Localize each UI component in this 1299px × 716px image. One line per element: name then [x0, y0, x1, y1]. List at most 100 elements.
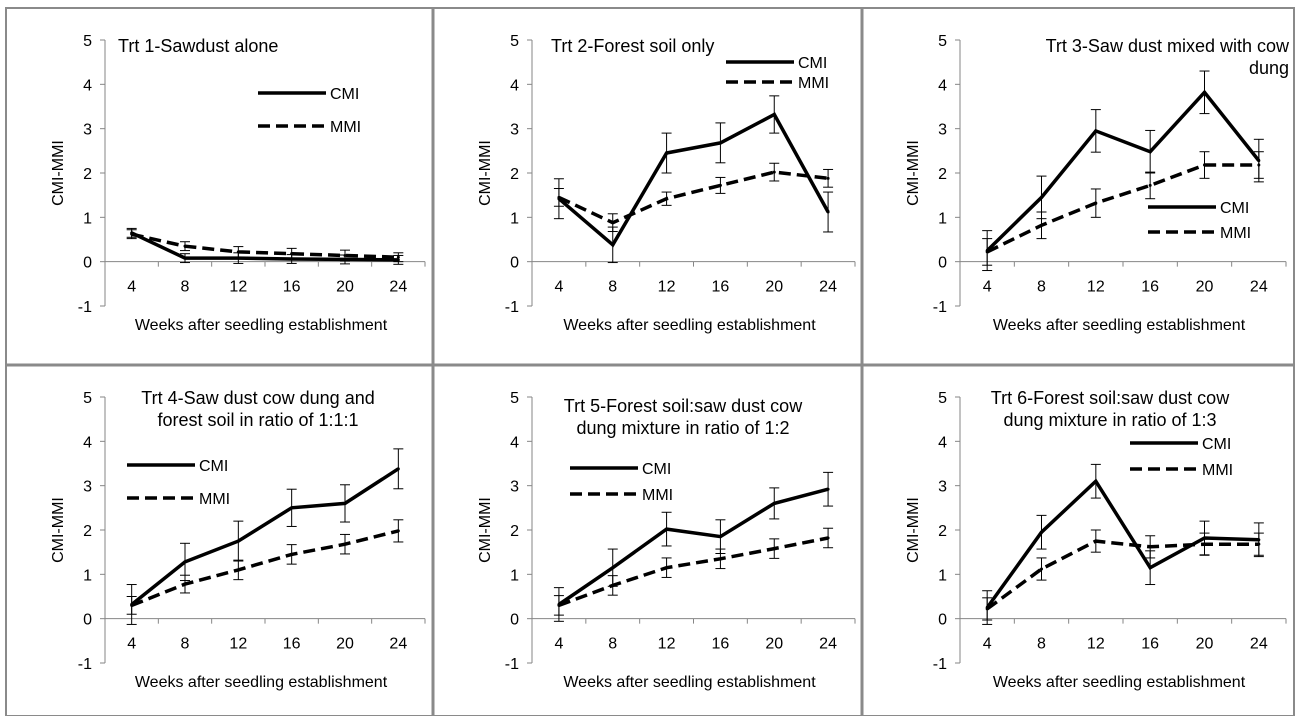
data-point: [290, 552, 294, 556]
y-tick-label: 5: [510, 33, 519, 50]
series-mmi: [553, 527, 834, 616]
x-tick-label: 8: [181, 279, 190, 296]
x-tick-label: 12: [1087, 279, 1105, 296]
legend-label-cmi: CMI: [199, 458, 228, 475]
legend-label-mmi: MMI: [330, 119, 361, 136]
chart-title: Trt 3-Saw dust mixed with cow dung: [1046, 36, 1290, 78]
y-axis-title: CMI-MMI: [477, 497, 494, 563]
y-tick-label: 3: [83, 122, 92, 139]
data-point: [1148, 545, 1152, 549]
data-point: [1148, 566, 1152, 570]
series-cmi: [126, 227, 404, 265]
series-line: [558, 170, 829, 225]
data-point: [130, 232, 134, 236]
data-point: [183, 244, 187, 248]
y-tick-label: 3: [510, 479, 519, 496]
series-line: [557, 112, 830, 248]
data-point: [1203, 90, 1206, 94]
x-tick-label: 24: [1250, 636, 1268, 653]
x-axis-title: Weeks after seedling establishment: [135, 674, 388, 691]
y-tick-label: 3: [938, 122, 947, 139]
x-tick-label: 16: [712, 279, 730, 296]
data-point: [1094, 479, 1098, 483]
x-tick-label: 24: [819, 279, 837, 296]
x-tick-label: 12: [229, 279, 247, 296]
y-tick-label: 3: [510, 122, 519, 139]
y-tick-label: 2: [938, 166, 947, 183]
data-point: [718, 557, 722, 561]
x-tick-label: 20: [336, 636, 354, 653]
y-tick-label: 0: [83, 255, 92, 272]
y-axis-title: CMI-MMI: [50, 497, 67, 563]
data-point: [396, 467, 400, 471]
figure-frame: [5, 7, 1295, 716]
data-point: [665, 566, 669, 570]
x-tick-label: 8: [608, 636, 617, 653]
series-cmi: [553, 95, 834, 264]
y-tick-label: 0: [510, 255, 519, 272]
chart-title: Trt 1-Sawdust alone: [118, 36, 278, 56]
data-point: [772, 547, 776, 551]
x-tick-label: 12: [658, 279, 676, 296]
y-tick-label: -1: [933, 656, 947, 673]
x-tick-label: 8: [1037, 279, 1046, 296]
y-tick-label: 1: [510, 567, 519, 584]
chart-title: Trt 5-Forest soil:saw dust cow dung mixtu…: [564, 396, 803, 438]
data-point: [290, 252, 294, 256]
data-point: [611, 243, 615, 247]
data-point: [985, 250, 989, 254]
y-tick-label: 3: [83, 479, 92, 496]
x-tick-label: 4: [983, 636, 992, 653]
y-tick-label: 5: [83, 390, 92, 407]
series-line: [131, 232, 399, 259]
data-point: [557, 195, 561, 199]
data-point: [772, 112, 776, 116]
series-line: [131, 529, 399, 608]
x-tick-label: 16: [1141, 279, 1159, 296]
x-tick-label: 8: [1037, 636, 1046, 653]
y-tick-label: 4: [510, 77, 519, 94]
data-point: [1040, 195, 1043, 199]
y-tick-label: 5: [938, 33, 947, 50]
series-line: [130, 231, 399, 262]
y-tick-label: 5: [510, 390, 519, 407]
x-tick-label: 24: [819, 636, 837, 653]
data-point: [236, 539, 240, 543]
y-tick-label: -1: [505, 299, 519, 316]
data-point: [183, 582, 187, 586]
series-line: [985, 89, 1261, 252]
series-mmi: [553, 162, 834, 233]
data-point: [718, 141, 722, 145]
data-point: [130, 603, 134, 607]
x-tick-label: 4: [554, 636, 563, 653]
y-tick-label: 1: [510, 210, 519, 227]
x-tick-label: 20: [765, 279, 783, 296]
y-tick-label: 0: [938, 255, 947, 272]
y-tick-label: 4: [938, 434, 947, 451]
chart-title: Trt 2-Forest soil only: [551, 36, 714, 56]
data-point: [1094, 539, 1098, 543]
x-tick-label: 20: [336, 279, 354, 296]
data-point: [236, 250, 240, 254]
series-cmi: [126, 448, 404, 625]
y-axis-title: CMI-MMI: [477, 140, 494, 206]
y-tick-label: 0: [938, 612, 947, 629]
data-point: [772, 170, 776, 174]
y-axis-title: CMI-MMI: [905, 497, 922, 563]
legend-label-cmi: CMI: [798, 55, 827, 72]
y-tick-label: 4: [510, 434, 519, 451]
y-tick-label: 2: [938, 523, 947, 540]
data-point: [183, 560, 187, 564]
series-line: [986, 539, 1259, 611]
y-tick-label: 4: [83, 434, 92, 451]
data-point: [1040, 223, 1043, 227]
data-point: [183, 256, 187, 260]
data-point: [665, 197, 669, 201]
data-point: [557, 603, 561, 607]
y-tick-label: 4: [83, 77, 92, 94]
legend-label-cmi: CMI: [330, 86, 359, 103]
